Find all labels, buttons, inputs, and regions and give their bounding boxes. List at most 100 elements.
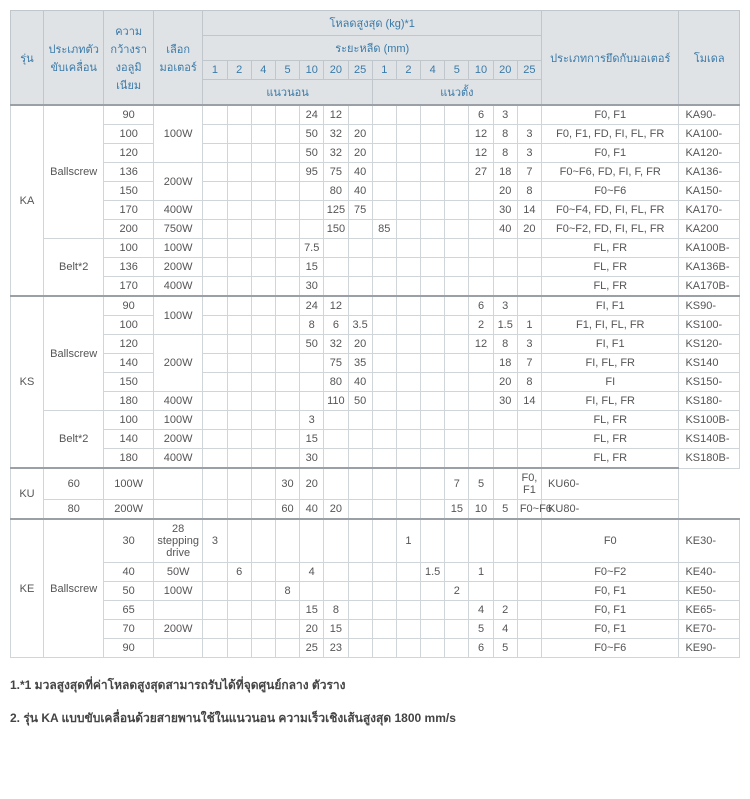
th-lead-13: 25	[517, 61, 541, 80]
cell-val	[517, 639, 541, 658]
cell-val	[372, 519, 396, 563]
th-driver: ประเภทตัวขับเคลื่อน	[43, 11, 103, 106]
cell-val: 30	[493, 392, 517, 411]
cell-val: 6	[469, 296, 493, 316]
cell-val: 75	[324, 354, 348, 373]
cell-val	[251, 519, 275, 563]
cell-val: 12	[324, 105, 348, 125]
cell-val	[227, 125, 251, 144]
cell-val	[396, 335, 420, 354]
cell-driver: Belt*2	[43, 411, 103, 469]
cell-val	[493, 277, 517, 297]
cell-val	[396, 296, 420, 316]
cell-val	[300, 373, 324, 392]
th-lead-8: 2	[396, 61, 420, 80]
cell-val	[251, 105, 275, 125]
cell-val	[348, 468, 372, 500]
cell-val	[227, 449, 251, 469]
cell-val	[469, 519, 493, 563]
cell-val	[517, 519, 541, 563]
cell-val	[251, 430, 275, 449]
cell-val: 4	[469, 601, 493, 620]
cell-val	[445, 296, 469, 316]
th-lead-11: 10	[469, 61, 493, 80]
cell-val	[203, 220, 227, 239]
cell-val	[517, 563, 541, 582]
cell-val: 50	[300, 125, 324, 144]
cell-val	[445, 430, 469, 449]
cell-val: 20	[348, 144, 372, 163]
cell-width: 70	[104, 620, 153, 639]
cell-model: KA150-	[679, 182, 740, 201]
cell-val: 3	[300, 411, 324, 430]
cell-val	[493, 239, 517, 258]
th-lead-9: 4	[421, 61, 445, 80]
cell-val: 30	[275, 468, 299, 500]
cell-val: 15	[324, 620, 348, 639]
cell-val: 1	[517, 316, 541, 335]
cell-val	[227, 411, 251, 430]
cell-width: 170	[104, 201, 153, 220]
cell-model: KU60-	[542, 468, 679, 500]
cell-val: 8	[517, 182, 541, 201]
cell-val	[324, 449, 348, 469]
cell-val	[251, 449, 275, 469]
cell-val: 85	[372, 220, 396, 239]
cell-motor: 200W	[153, 163, 202, 201]
cell-val	[275, 449, 299, 469]
cell-val	[469, 277, 493, 297]
th-lead-4: 10	[300, 61, 324, 80]
cell-val	[396, 182, 420, 201]
cell-val	[275, 277, 299, 297]
cell-val	[421, 144, 445, 163]
th-lead-3: 5	[275, 61, 299, 80]
cell-val: 8	[493, 125, 517, 144]
cell-val	[203, 500, 227, 520]
cell-val	[227, 519, 251, 563]
cell-val: 15	[300, 430, 324, 449]
cell-val: 20	[348, 125, 372, 144]
cell-val	[203, 239, 227, 258]
cell-mounting: FL, FR	[542, 449, 679, 469]
cell-val	[203, 620, 227, 639]
cell-motor: 400W	[153, 201, 202, 220]
cell-mounting: F0, F1	[542, 582, 679, 601]
cell-val	[517, 258, 541, 277]
cell-mounting: FI, F1	[542, 296, 679, 316]
cell-val	[421, 182, 445, 201]
cell-val: 3	[203, 519, 227, 563]
cell-motor: 100W	[104, 468, 153, 500]
cell-val: 8	[275, 582, 299, 601]
cell-val: 15	[445, 500, 469, 520]
cell-val	[421, 373, 445, 392]
cell-val	[445, 277, 469, 297]
cell-val	[227, 468, 251, 500]
cell-val: 15	[300, 601, 324, 620]
cell-val	[251, 601, 275, 620]
cell-motor: 50W	[153, 563, 202, 582]
cell-model: KA170B-	[679, 277, 740, 297]
cell-val: 7	[517, 163, 541, 182]
cell-val	[421, 125, 445, 144]
cell-val: 24	[300, 105, 324, 125]
cell-width: 180	[104, 392, 153, 411]
cell-val: 2	[445, 582, 469, 601]
th-horizontal: แนวนอน	[203, 80, 372, 106]
cell-val: 6	[469, 105, 493, 125]
cell-val: 8	[517, 373, 541, 392]
cell-val	[275, 201, 299, 220]
cell-val	[275, 519, 299, 563]
cell-val	[275, 601, 299, 620]
cell-model: KA170-	[679, 201, 740, 220]
cell-val	[324, 563, 348, 582]
cell-val	[275, 316, 299, 335]
cell-width: 150	[104, 373, 153, 392]
cell-val	[445, 239, 469, 258]
cell-val	[421, 296, 445, 316]
cell-val	[203, 335, 227, 354]
cell-val	[493, 468, 517, 500]
th-series: รุ่น	[11, 11, 44, 106]
cell-val: 40	[300, 500, 324, 520]
cell-width: 80	[43, 500, 103, 520]
cell-val	[275, 411, 299, 430]
